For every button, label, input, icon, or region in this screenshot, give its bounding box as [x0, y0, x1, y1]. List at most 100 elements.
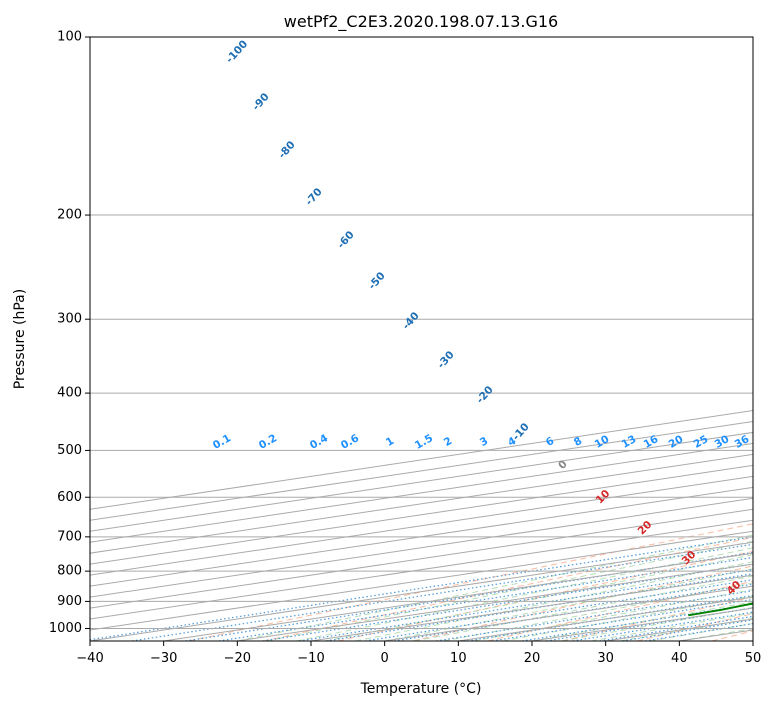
isotherm [90, 486, 753, 587]
y-tick-label: 300 [57, 312, 82, 327]
mixing-ratio-line [522, 603, 753, 641]
mixing-ratio-line [131, 543, 753, 641]
dry-adiabat-label: -60 [335, 229, 357, 251]
moist-adiabat [590, 612, 753, 641]
x-axis: −40 −30 −20 −10 0 10 20 30 40 50 [76, 641, 761, 666]
mixing-ratio-line [492, 598, 753, 641]
y-tick-label: 900 [57, 594, 82, 609]
chart-title: wetPf2_C2E3.2020.198.07.13.G16 [284, 12, 558, 32]
mixing-ratio-label: 0.1 [211, 432, 233, 452]
moist-adiabat [384, 568, 753, 641]
mixing-ratio-line [599, 615, 753, 641]
moist-adiabat [502, 595, 753, 641]
y-tick-label: 1000 [49, 621, 82, 636]
mixing-ratio-line [572, 611, 753, 641]
mixing-ratio-label: 3 [478, 435, 490, 449]
dry-adiabat [562, 596, 753, 641]
y-tick-label: 400 [57, 386, 82, 401]
mixing-ratio-line [262, 563, 753, 641]
x-tick-label: 0 [381, 651, 389, 666]
dry-adiabat-label: -90 [250, 91, 272, 113]
dry-adiabat [188, 523, 753, 641]
x-tick-label: −40 [76, 651, 103, 666]
dry-adiabat [487, 580, 753, 641]
grid-lines [90, 37, 753, 641]
mixing-ratio-label: 0.2 [257, 432, 279, 452]
y-axis: 100 200 300 400 500 600 700 800 900 1000 [49, 30, 90, 636]
isotherm [310, 574, 753, 641]
mixing-ratio-line [218, 556, 753, 641]
x-tick-label: 50 [745, 651, 762, 666]
y-tick-label: 100 [57, 30, 82, 45]
moist-adiabat [679, 628, 753, 641]
mixing-ratio-label: 25 [692, 433, 711, 451]
isotherm [90, 409, 753, 510]
dry-adiabat-label: -70 [303, 186, 325, 208]
moist-adiabat-label: 20 [636, 519, 655, 538]
mixing-ratio-label: 20 [667, 433, 686, 451]
y-tick-label: 700 [57, 529, 82, 544]
dry-adiabat-label: -100 [224, 38, 251, 66]
mixing-ratio-label: 13 [620, 433, 639, 451]
isotherm [90, 442, 753, 543]
mixing-ratio-label: 0.4 [308, 432, 330, 452]
mixing-ratio-label: 2 [442, 435, 454, 449]
x-tick-label: 20 [524, 651, 541, 666]
mixing-ratio-label: 10 [593, 433, 612, 451]
moist-adiabat [325, 554, 753, 641]
x-tick-label: −20 [224, 651, 251, 666]
isotherm [458, 596, 753, 641]
moist-adiabat [649, 622, 753, 641]
isotherm [90, 530, 753, 631]
mixing-ratio-line [90, 536, 753, 641]
dry-adiabat [711, 630, 753, 641]
y-tick-label: 200 [57, 208, 82, 223]
moist-adiabat-label: 40 [725, 579, 744, 598]
isotherm [90, 475, 753, 576]
dry-adiabat-label: -30 [435, 349, 457, 371]
isotherm [90, 464, 753, 565]
mixing-ratio-line [546, 607, 753, 641]
moist-adiabat-label: 30 [680, 549, 699, 568]
isotherm [752, 640, 753, 641]
isotherm [90, 420, 753, 521]
isotherm [237, 563, 753, 641]
dry-adiabat [412, 565, 753, 641]
x-axis-label: Temperature (°C) [360, 681, 482, 697]
dry-adiabat-label: -50 [366, 270, 388, 292]
y-tick-label: 600 [57, 490, 82, 505]
isotherm [679, 629, 753, 641]
plot-frame [89, 36, 754, 642]
x-tick-label: −30 [150, 651, 177, 666]
moist-adiabat [414, 575, 753, 641]
mixing-ratio-label: 1 [384, 435, 396, 449]
dry-adiabat-label: -20 [474, 384, 496, 406]
y-axis-label: Pressure (hPa) [12, 289, 28, 389]
line-labels: -100-90-80-70-60-50-40-30-20-100.1 0.2 0.4… [211, 38, 751, 597]
dry-adiabat-label: -40 [400, 310, 422, 332]
y-tick-label: 500 [57, 443, 82, 458]
dry-adiabat [636, 613, 753, 641]
mixing-ratio-label: 1.5 [413, 432, 435, 452]
isotherm [90, 508, 753, 609]
moist-adiabat [237, 534, 753, 641]
moist-adiabat [355, 561, 753, 641]
mixing-ratio-label: 0.6 [339, 432, 361, 452]
moist-adiabat [296, 547, 753, 641]
x-tick-label: −10 [297, 651, 324, 666]
isotherm [90, 541, 753, 641]
dry-adiabat-label: -80 [276, 139, 298, 161]
moist-adiabat-label: 10 [594, 488, 613, 507]
isotherm [90, 453, 753, 554]
isotherm [90, 497, 753, 598]
y-tick-label: 800 [57, 564, 82, 579]
moist-adiabat [443, 582, 753, 641]
x-tick-label: 10 [450, 651, 467, 666]
mixing-ratio-label: 36 [733, 433, 752, 451]
dry-adiabat [263, 536, 753, 641]
x-tick-label: 30 [597, 651, 614, 666]
mixing-ratio-line [185, 551, 753, 641]
isotherm [384, 585, 753, 641]
background-lines [90, 523, 753, 641]
